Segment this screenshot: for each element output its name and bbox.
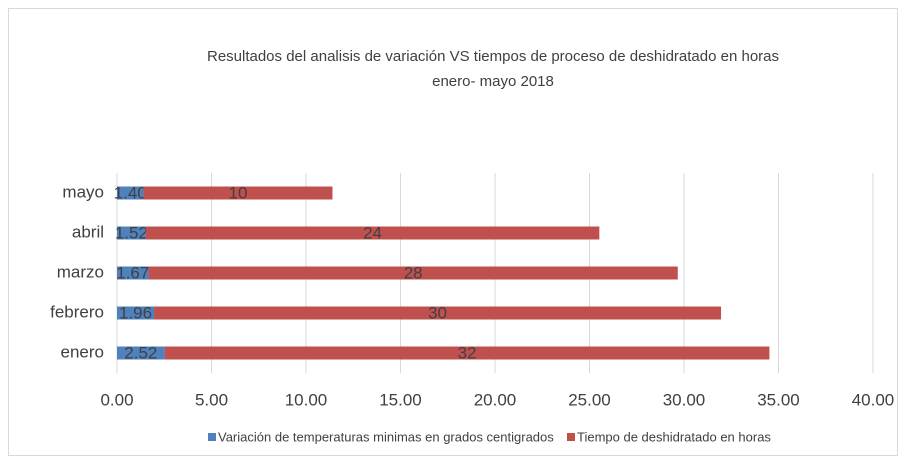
legend-swatch	[567, 433, 575, 441]
legend-swatch	[208, 433, 216, 441]
data-label: 1.67	[116, 263, 149, 282]
x-tick-label: 25.00	[568, 390, 611, 409]
data-label: 1.96	[119, 303, 152, 322]
data-label: 24	[363, 223, 382, 242]
x-tick-label: 10.00	[285, 390, 328, 409]
chart-title: Resultados del analisis de variación VS …	[206, 48, 779, 65]
y-tick-label: mayo	[62, 182, 104, 201]
bar	[154, 306, 722, 320]
data-label: 1.52	[115, 223, 148, 242]
bar	[143, 186, 333, 200]
x-tick-label: 30.00	[663, 390, 706, 409]
data-label: 30	[428, 303, 447, 322]
x-tick-label: 35.00	[757, 390, 800, 409]
bar	[117, 266, 149, 280]
bar	[148, 266, 678, 280]
bar	[117, 186, 144, 200]
y-tick-label: febrero	[50, 302, 104, 321]
x-tick-label: 40.00	[852, 390, 895, 409]
title-block: Resultados del analisis de variación VS …	[143, 44, 843, 94]
legend-label: Variación de temperaturas minimas en gra…	[218, 429, 554, 444]
y-tick-label: marzo	[57, 262, 104, 281]
bar	[164, 346, 770, 360]
data-label: 28	[404, 263, 423, 282]
bar	[145, 226, 600, 240]
y-tick-label: enero	[61, 342, 104, 361]
bar	[117, 306, 155, 320]
x-tick-label: 15.00	[379, 390, 422, 409]
bar	[117, 346, 165, 360]
data-label: 1.40	[114, 183, 147, 202]
y-tick-label: abril	[72, 222, 104, 241]
legend-label: Tiempo de deshidratado en horas	[577, 429, 771, 444]
x-tick-label: 0.00	[100, 390, 133, 409]
data-label: 10	[228, 183, 247, 202]
data-label: 2.52	[124, 343, 157, 362]
chart-subtitle: enero- mayo 2018	[432, 73, 554, 90]
bar	[117, 226, 146, 240]
x-tick-label: 5.00	[195, 390, 228, 409]
x-tick-label: 20.00	[474, 390, 517, 409]
data-label: 32	[458, 343, 477, 362]
